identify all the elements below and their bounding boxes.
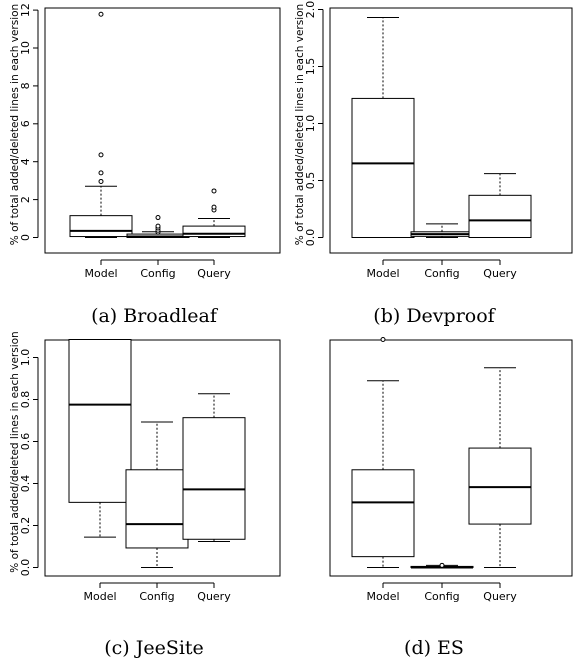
x-tick-label: Model: [83, 590, 116, 603]
caption-jeesite: (c) JeeSite: [104, 637, 204, 659]
plot-frame: [329, 339, 573, 577]
y-tick-label: 1.0: [19, 349, 32, 367]
caption-es: (d) ES: [404, 637, 464, 659]
x-tick-label: Query: [483, 267, 517, 280]
y-tick-label: 8: [19, 82, 32, 89]
caption-devproof: (b) Devproof: [373, 305, 496, 327]
box-iqr: [468, 447, 532, 525]
plot-frame: [44, 7, 281, 254]
plot-frame: [329, 7, 573, 254]
y-tick-label: 0.6: [19, 433, 32, 451]
y-tick-label: 0.0: [304, 229, 317, 247]
outlier-point: [98, 178, 104, 184]
y-tick-label: 1.5: [304, 58, 317, 76]
box-iqr: [468, 194, 532, 239]
box-iqr: [351, 97, 415, 238]
panel-jeesite: 0.0 0.2 0.4 0.6 0.8 1.0% of total added/delet…: [9, 331, 281, 603]
y-tick-label: 0.2: [19, 517, 32, 535]
y-tick-label: 2: [19, 196, 32, 203]
x-tick-label: Config: [424, 590, 459, 603]
outlier-point: [98, 170, 104, 176]
box-iqr: [68, 339, 132, 503]
y-axis-label: % of total added/deleted lines in each v…: [9, 331, 21, 572]
y-tick-label: 0.0: [19, 559, 32, 577]
y-tick-label: 0.4: [19, 475, 32, 493]
box-iqr: [69, 215, 133, 238]
y-tick-label: 6: [19, 120, 32, 127]
x-tick-label: Model: [366, 267, 399, 280]
outlier-point: [155, 215, 161, 221]
y-tick-label: 2.0: [304, 1, 317, 19]
x-tick-label: Config: [139, 590, 174, 603]
y-axis-label: % of total added/deleted lines in each v…: [294, 4, 306, 245]
y-tick-label: 12: [19, 3, 32, 17]
panel-broadleaf: 0 2 4 6 8 10 12% of total added/deleted lines …: [9, 3, 281, 280]
y-tick-label: 1.0: [304, 115, 317, 133]
outlier-point: [439, 562, 445, 568]
caption-broadleaf: (a) Broadleaf: [91, 305, 219, 327]
x-tick-label: Model: [84, 267, 117, 280]
y-tick-label: 0: [19, 234, 32, 241]
plot-frame: [44, 339, 281, 577]
outlier-point: [211, 188, 217, 194]
outlier-point: [155, 223, 161, 229]
y-tick-label: 0.8: [19, 391, 32, 409]
x-tick-label: Model: [366, 590, 399, 603]
x-tick-label: Query: [483, 590, 517, 603]
panel-es: Model Config Query: [329, 337, 573, 603]
box-iqr: [351, 469, 415, 558]
outlier-point: [211, 204, 217, 210]
outlier-point: [380, 337, 386, 342]
x-tick-label: Config: [140, 267, 175, 280]
panel-devproof: 0.0 0.5 1.0 1.5 2.0% of total added/deleted …: [294, 1, 573, 280]
outlier-point: [98, 152, 104, 158]
y-tick-label: 10: [19, 41, 32, 55]
box-iqr: [182, 417, 246, 540]
outlier-point: [98, 11, 104, 17]
x-tick-label: Config: [424, 267, 459, 280]
x-tick-label: Query: [197, 267, 231, 280]
box-iqr: [125, 469, 189, 549]
y-axis-label: % of total added/deleted lines in each v…: [9, 4, 21, 245]
box-iqr: [182, 225, 246, 238]
y-tick-label: 4: [19, 158, 32, 165]
x-tick-label: Query: [197, 590, 231, 603]
y-tick-label: 0.5: [304, 172, 317, 190]
